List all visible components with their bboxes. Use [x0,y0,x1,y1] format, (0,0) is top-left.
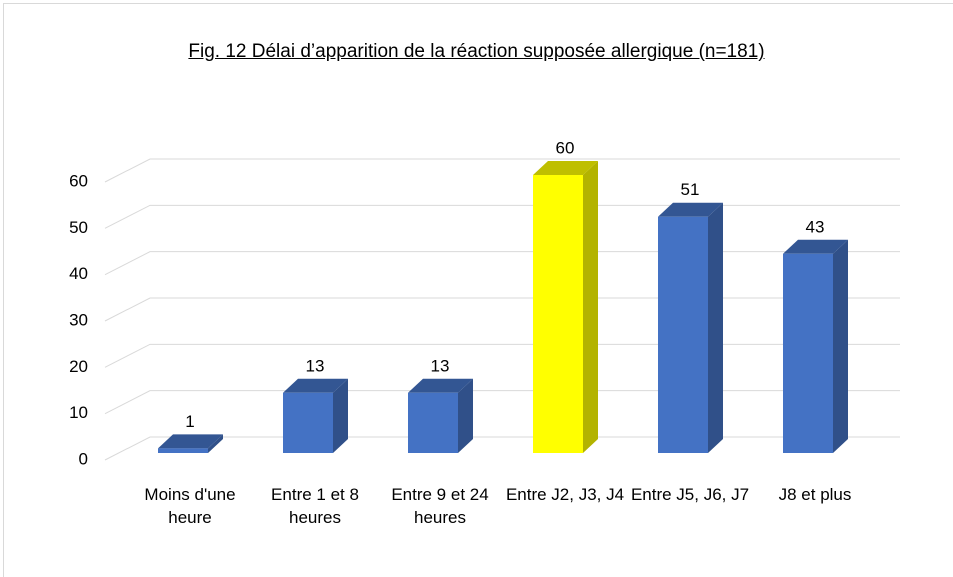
grid-line [104,251,900,276]
data-label: 13 [431,356,450,375]
chart-title: Fig. 12 Délai d’apparition de la réactio… [188,41,765,62]
bar-top [533,161,598,175]
x-tick-label: J8 et plus [778,485,852,504]
bar-side [208,434,223,453]
x-tick-label: Entre 1 et 8 heures [271,485,359,527]
x-tick-label: Moins d'une heure [144,485,236,527]
grid-line [104,158,900,183]
bar-front [658,216,708,453]
y-tick-label: 40 [69,264,88,283]
bar-top [658,202,723,217]
bar [658,202,723,453]
bar-top [158,434,223,449]
grid-line [104,204,900,229]
data-label: 1 [185,412,194,431]
grid-line [104,343,900,368]
bar [533,161,598,453]
y-tick-label: 10 [69,403,88,422]
data-label: 51 [681,180,700,199]
y-tick-label: 0 [79,449,88,468]
bar-front [783,253,833,453]
bar [408,378,473,453]
grid-line [104,297,900,322]
bar [283,378,348,453]
y-tick-label: 30 [69,310,88,329]
data-label: 60 [556,138,575,157]
bar-side [333,378,348,453]
bar-top [408,378,473,393]
data-label: 43 [806,217,825,236]
bar-front [533,175,583,453]
bar-front [408,392,458,453]
y-tick-label: 50 [69,218,88,237]
x-tick-label: Entre J5, J6, J7 [630,485,750,504]
bar-side [833,239,848,453]
chart-border [3,3,953,577]
bar-top [783,239,848,254]
bar [158,434,223,453]
bar [783,239,848,453]
data-label: 13 [306,356,325,375]
bar-front [158,448,208,453]
bar-side [583,161,598,453]
bar-side [708,202,723,453]
bar-side [458,378,473,453]
x-tick-label: Entre J2, J3, J4 [505,485,625,504]
bar-top [283,378,348,393]
grid-line [104,390,900,415]
grid-line [104,436,900,461]
y-tick-label: 20 [69,357,88,376]
bar-front [283,392,333,453]
x-tick-label: Entre 9 et 24 heures [391,485,489,527]
y-tick-label: 60 [69,171,88,190]
